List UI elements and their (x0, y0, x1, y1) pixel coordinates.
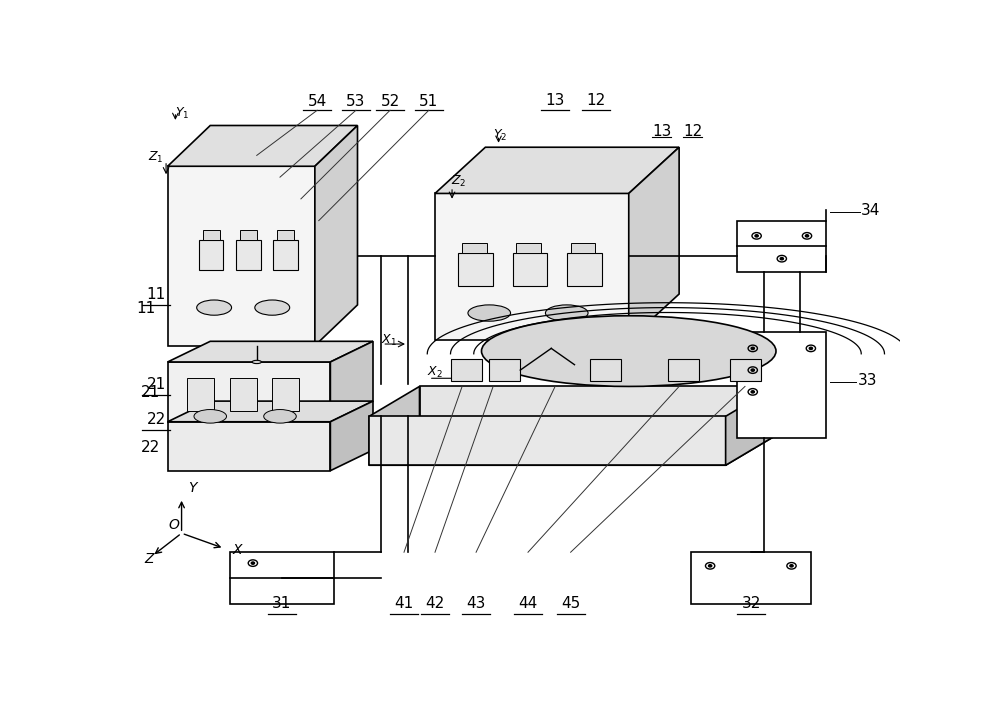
Text: $O$: $O$ (168, 518, 180, 532)
Bar (489, 359, 520, 381)
Text: 53: 53 (346, 95, 366, 109)
Polygon shape (629, 148, 679, 340)
Bar (199, 239, 223, 270)
Text: 45: 45 (561, 596, 580, 611)
Polygon shape (369, 417, 726, 465)
Text: 21: 21 (146, 377, 166, 392)
Bar (273, 239, 298, 270)
Bar (168, 166, 315, 346)
Text: 11: 11 (137, 301, 156, 316)
Polygon shape (369, 436, 776, 465)
Circle shape (751, 390, 754, 393)
Text: 21: 21 (141, 385, 160, 400)
Text: 22: 22 (146, 412, 166, 427)
Bar (737, 332, 826, 438)
Bar (168, 362, 330, 421)
Circle shape (751, 369, 754, 371)
Ellipse shape (468, 305, 511, 321)
Bar (168, 421, 330, 471)
Polygon shape (330, 401, 373, 471)
Ellipse shape (482, 316, 776, 386)
Bar (567, 253, 602, 286)
Text: 51: 51 (419, 95, 438, 109)
Text: 33: 33 (857, 373, 877, 388)
Text: 22: 22 (141, 440, 160, 455)
Polygon shape (315, 126, 358, 346)
Text: 13: 13 (545, 92, 565, 107)
Bar (277, 230, 294, 239)
Text: 13: 13 (652, 124, 671, 139)
Text: 41: 41 (394, 596, 414, 611)
Text: 34: 34 (861, 203, 881, 218)
Text: 31: 31 (272, 596, 291, 611)
Text: 44: 44 (518, 596, 538, 611)
Ellipse shape (197, 300, 232, 315)
Text: $X$: $X$ (232, 543, 244, 557)
Text: 11: 11 (146, 287, 166, 302)
Bar (462, 244, 487, 253)
Circle shape (780, 258, 783, 260)
Text: $Y$: $Y$ (188, 481, 199, 496)
Text: 12: 12 (683, 124, 702, 139)
Polygon shape (330, 341, 373, 421)
Polygon shape (435, 148, 679, 193)
Bar (516, 244, 541, 253)
Bar (272, 378, 299, 411)
Circle shape (755, 234, 758, 237)
Polygon shape (726, 386, 776, 465)
Bar (450, 359, 482, 381)
Polygon shape (168, 126, 358, 166)
Bar (435, 193, 629, 340)
Ellipse shape (194, 409, 227, 423)
Polygon shape (168, 341, 373, 362)
Bar (737, 220, 826, 273)
Ellipse shape (252, 360, 261, 364)
Polygon shape (168, 401, 373, 421)
Bar (240, 230, 257, 239)
Ellipse shape (545, 305, 588, 321)
Text: $Y_2$: $Y_2$ (493, 128, 507, 143)
Bar (458, 253, 493, 286)
Text: $Z_2$: $Z_2$ (451, 174, 466, 189)
Bar (668, 359, 698, 381)
Ellipse shape (264, 409, 296, 423)
Bar (202, 230, 220, 239)
Circle shape (805, 234, 809, 237)
Text: 32: 32 (742, 596, 761, 611)
Bar (187, 378, 214, 411)
Text: 43: 43 (466, 596, 486, 611)
Circle shape (251, 562, 255, 564)
Bar (691, 552, 811, 604)
Circle shape (809, 347, 813, 349)
Circle shape (790, 565, 793, 567)
Bar (571, 244, 595, 253)
Circle shape (751, 347, 754, 349)
Circle shape (708, 565, 712, 567)
Text: 54: 54 (308, 95, 327, 109)
Bar (236, 239, 261, 270)
Ellipse shape (255, 300, 290, 315)
Polygon shape (369, 386, 420, 465)
Bar (512, 253, 547, 286)
Text: $X_1$: $X_1$ (381, 333, 397, 348)
Bar (230, 378, 257, 411)
Bar (230, 552, 334, 604)
Text: $Z$: $Z$ (144, 552, 156, 566)
Bar (590, 359, 621, 381)
Polygon shape (420, 386, 776, 436)
Text: 12: 12 (587, 92, 606, 107)
Text: 42: 42 (425, 596, 445, 611)
Bar (730, 359, 761, 381)
Text: $Z_1$: $Z_1$ (148, 150, 164, 165)
Text: $Y_1$: $Y_1$ (175, 107, 190, 121)
Text: 52: 52 (380, 95, 400, 109)
Text: $X_2$: $X_2$ (427, 364, 443, 380)
